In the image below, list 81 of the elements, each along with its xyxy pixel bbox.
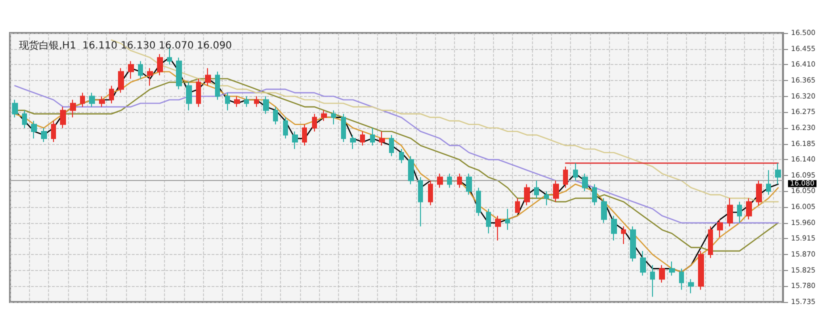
candlestick [341,113,346,143]
candlestick [766,170,771,196]
text: 现货白银,H1 16.110 16.130 16.070 16.090 [19,40,232,52]
candlestick [109,85,114,104]
candlestick [553,180,559,202]
candlestick [544,190,549,206]
candlestick [534,180,539,199]
candlestick [22,110,27,128]
candlestick [350,134,356,150]
candlestick [428,180,433,206]
candlestick [389,134,394,157]
candlestick [630,226,636,262]
candlestick [698,250,704,290]
candlestick [756,180,762,206]
candlestick [746,198,752,220]
candlestick [650,264,655,298]
candlestick [582,173,588,192]
line-series [14,85,779,224]
candlestick [215,71,220,100]
candlestick [457,173,462,188]
candlestick [244,96,249,108]
candlestick [737,201,742,224]
candlestick [196,78,201,108]
candlestick [505,208,510,230]
candlestick [486,208,491,234]
candlestick [601,198,607,224]
candlestick [437,173,443,188]
candlestick [99,96,105,108]
candlestick [234,96,240,108]
candlestick [659,264,665,284]
candlestick [31,120,37,139]
candlestick [70,99,76,118]
candlestick [688,278,694,294]
candlestick [321,110,327,122]
candlestick [147,68,153,86]
candlestick [263,96,269,114]
candlestick [60,106,66,128]
candlestick [51,120,56,143]
candlestick [515,198,520,213]
candlestick [292,130,298,150]
candlestick [273,106,278,125]
candlestick [254,96,259,108]
candlestick [302,124,307,146]
candlestick [611,215,617,241]
candlestick [118,68,124,94]
candlestick [225,92,230,111]
candlestick [205,68,211,86]
candlestick [331,110,336,125]
candlestick [128,60,134,80]
candlestick [283,116,288,139]
candlestick [447,173,452,188]
candlestick [621,226,626,244]
candlestick [370,127,375,146]
candlestick [563,166,568,188]
candlestick [157,54,163,76]
candlestick [679,268,684,290]
candlestick [573,162,578,182]
candlestick [495,215,501,241]
candlestick [379,130,385,146]
candlestick [41,127,47,143]
candlestick [138,60,143,80]
candlestick [360,130,365,146]
candlestick [80,92,85,108]
candlestick [640,250,646,276]
candlestick [176,57,182,90]
candlestick [418,176,423,227]
candlestick [524,184,530,206]
candlestick [476,187,481,216]
candlestick [12,99,18,118]
candlestick [408,156,414,185]
candlestick [399,148,404,164]
candlestick [727,198,733,227]
candlestick [775,162,781,185]
candlestick [717,218,723,238]
candlestick [186,82,192,111]
candlestick [708,226,713,259]
candlestick [89,92,95,108]
candlestick [592,184,597,206]
candlestick [669,261,675,276]
candlestick [312,113,317,132]
candlestick [466,173,472,196]
